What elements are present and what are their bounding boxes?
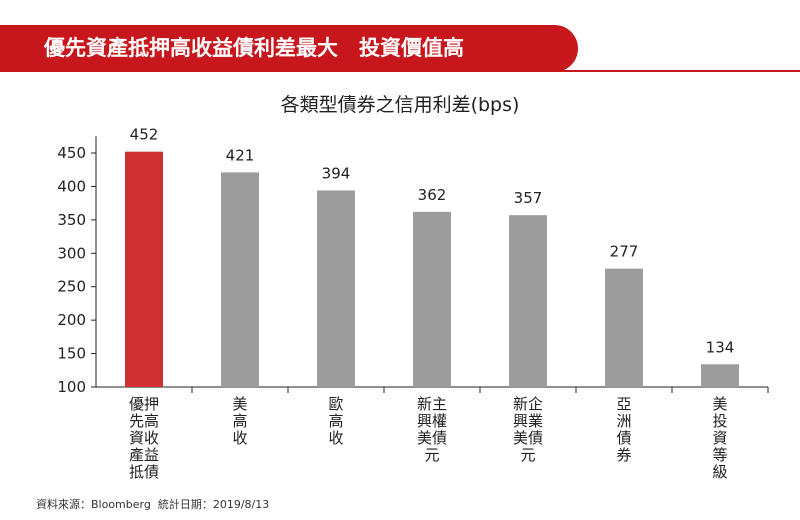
x-category-label: 抵債 [129,463,159,481]
x-category-label: 收 [232,429,247,447]
x-category-label: 元 [520,446,535,464]
bar [317,190,355,387]
header-banner: 優先資產抵押高收益債利差最大 投資價值高 [0,25,578,72]
x-category-label: 收 [328,429,343,447]
x-category-label: 興權 [417,412,447,430]
bar [605,268,643,387]
y-tick-label: 250 [57,278,86,296]
bar-value-label: 362 [418,186,447,204]
source-footnote: 資料來源：Bloomberg 統計日期：2019/8/13 [36,498,270,511]
x-category-label: 元 [424,446,439,464]
bar-value-label: 134 [706,338,735,356]
bar-value-label: 452 [130,126,159,144]
bar [701,364,739,387]
x-category-label: 高 [232,412,247,430]
bar [221,172,259,387]
x-category-label: 美 [712,395,727,413]
x-category-label: 券 [616,446,631,464]
bar-value-label: 357 [514,189,543,207]
y-tick-label: 150 [57,345,86,363]
y-tick-label: 450 [57,144,86,162]
chart-title: 各類型債券之信用利差(bps) [280,94,520,116]
x-category-label: 亞 [616,395,631,413]
x-category-label: 美債 [417,429,447,447]
bar [413,211,451,387]
bar-value-label: 421 [226,146,255,164]
x-category-label: 歐 [328,395,343,413]
bar-value-label: 394 [322,164,351,182]
y-tick-label: 200 [57,311,86,329]
x-category-label: 資 [712,429,727,447]
y-tick-label: 300 [57,244,86,262]
bar [125,151,163,387]
x-category-label: 高 [328,412,343,430]
x-category-label: 先高 [129,412,159,430]
x-category-label: 等 [712,446,727,464]
y-tick-label: 400 [57,177,86,195]
x-category-label: 興業 [513,412,543,430]
x-category-label: 資收 [129,429,159,447]
banner-rule [0,70,800,72]
x-category-label: 投 [712,412,727,430]
y-tick-label: 100 [57,378,86,396]
bar [509,215,547,387]
bar-chart: 100150200250300350400450452優押先高資收產益抵債421… [57,126,769,481]
x-category-label: 洲 [616,412,631,430]
x-category-label: 產益 [129,446,159,464]
x-category-label: 債 [616,429,631,447]
bar-value-label: 277 [610,243,639,261]
x-category-label: 級 [712,463,727,481]
y-tick-label: 350 [57,211,86,229]
x-category-label: 新企 [513,395,543,413]
x-category-label: 美 [232,395,247,413]
x-category-label: 美債 [513,429,543,447]
x-category-label: 新主 [417,395,447,413]
x-category-label: 優押 [129,395,159,413]
